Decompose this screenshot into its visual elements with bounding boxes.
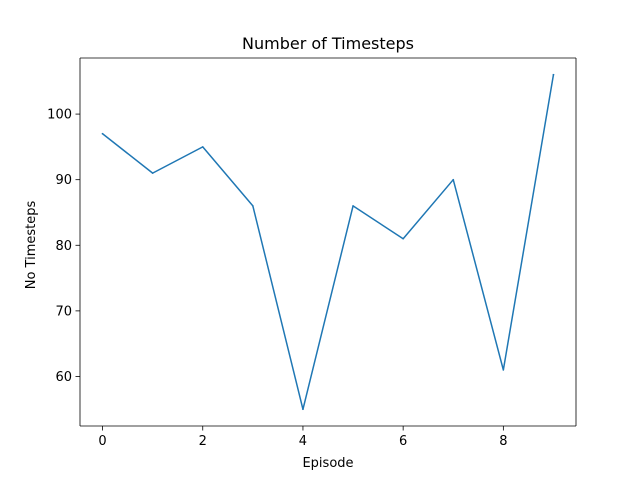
x-tick-label: 8 — [499, 434, 507, 449]
x-tick-label: 6 — [399, 434, 407, 449]
data-point — [302, 408, 304, 411]
data-point — [402, 237, 404, 240]
y-tick-label: 70 — [55, 304, 72, 319]
y-tick-label: 100 — [47, 108, 72, 123]
x-tick-label: 4 — [299, 434, 307, 449]
x-tick-label: 0 — [98, 434, 106, 449]
data-point — [352, 205, 354, 207]
y-tick-label: 80 — [55, 239, 72, 254]
data-point — [101, 132, 104, 135]
x-tick-label: 2 — [199, 434, 207, 449]
x-axis-label: Episode — [302, 456, 353, 471]
y-tick-label: 90 — [55, 173, 72, 188]
data-point — [552, 73, 555, 76]
data-point — [151, 172, 154, 174]
data-point — [452, 178, 455, 181]
y-tick-label: 60 — [55, 370, 72, 385]
series-line-0 — [101, 73, 555, 411]
data-point — [201, 146, 204, 148]
data-point — [252, 205, 254, 207]
data-point — [502, 369, 505, 371]
plot-layer — [101, 73, 555, 411]
y-axis-label: No Timesteps — [24, 201, 39, 290]
axes-layer: 0 2 4 6 8 60 70 80 90 100 — [47, 57, 577, 449]
chart-title: Number of Timesteps — [242, 34, 414, 53]
